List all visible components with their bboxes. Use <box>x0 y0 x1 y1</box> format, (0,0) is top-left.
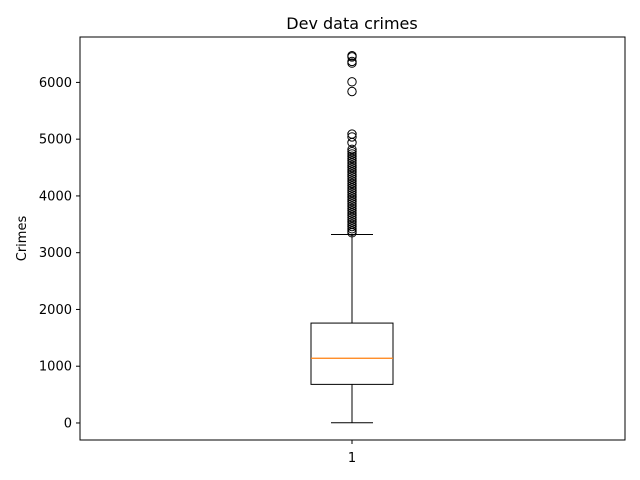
outlier-point <box>347 212 357 223</box>
outlier-point <box>347 217 357 227</box>
outlier-point <box>347 183 357 193</box>
outlier-point <box>347 185 357 195</box>
outlier-point <box>347 171 357 182</box>
outlier-point <box>347 169 357 180</box>
chart-title: Dev data crimes <box>286 14 417 33</box>
outlier-point <box>347 156 357 166</box>
x-tick-label: 1 <box>348 451 356 466</box>
y-tick-label: 6000 <box>39 76 72 91</box>
outlier-point <box>347 158 357 168</box>
outlier-point <box>347 162 357 173</box>
outlier-point <box>347 208 357 218</box>
outlier-point <box>347 203 357 214</box>
outlier-point <box>347 132 357 142</box>
outlier-point <box>347 151 357 161</box>
outlier-point <box>347 196 357 207</box>
outlier-point <box>347 224 357 234</box>
y-tick-label: 5000 <box>39 133 72 148</box>
box-plot <box>310 234 394 424</box>
outlier-point <box>347 194 357 205</box>
outlier-point <box>347 77 357 87</box>
outlier-point <box>347 190 357 200</box>
outlier-point <box>347 146 357 157</box>
interquartile-box <box>310 322 394 385</box>
y-tick-label: 2000 <box>39 303 72 318</box>
outlier-point <box>347 192 357 202</box>
outlier-point <box>347 219 357 230</box>
y-axis-label: Crimes <box>15 216 30 262</box>
y-tick-label: 4000 <box>39 189 72 204</box>
outlier-point <box>347 178 357 189</box>
outlier-point <box>347 153 357 164</box>
outlier-point <box>347 174 357 184</box>
outliers <box>347 51 357 238</box>
y-axis-ticks: 0 1000 2000 3000 4000 5000 6000 <box>39 76 80 431</box>
outlier-point <box>347 199 357 209</box>
outlier-point <box>347 187 357 198</box>
outlier-point <box>347 176 357 186</box>
outlier-point <box>347 51 357 61</box>
outlier-point <box>347 221 357 232</box>
outlier-point <box>347 149 357 159</box>
outlier-point <box>347 201 357 211</box>
outlier-point <box>347 167 357 177</box>
outlier-point <box>347 165 357 175</box>
outlier-point <box>347 226 357 236</box>
outlier-point <box>347 215 357 225</box>
y-tick-label: 0 <box>64 416 72 431</box>
x-axis-ticks: 1 <box>348 440 356 466</box>
y-tick-label: 1000 <box>39 360 72 375</box>
outlier-point <box>347 86 357 97</box>
outlier-point <box>347 129 357 139</box>
outlier-point <box>347 160 357 170</box>
outlier-point <box>347 144 357 155</box>
outlier-point <box>347 210 357 220</box>
outlier-point <box>347 181 357 191</box>
outlier-point <box>347 56 357 67</box>
y-tick-label: 3000 <box>39 246 72 261</box>
outlier-point <box>347 205 357 216</box>
